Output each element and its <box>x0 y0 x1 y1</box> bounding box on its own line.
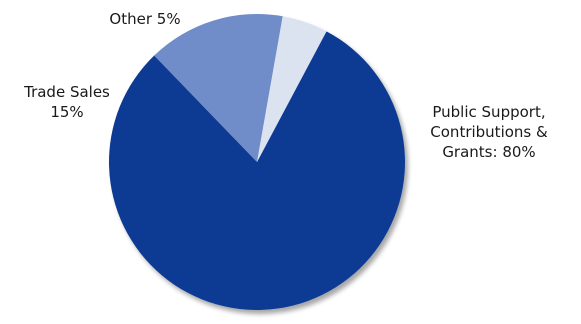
slice-other <box>257 16 327 162</box>
label-public-support-line: Public Support, <box>432 103 545 121</box>
pie-labels: Public Support, Contributions & Grants: 80… <box>23 10 548 161</box>
label-trade-sales-line: 15% <box>50 103 83 121</box>
label-trade-sales: Trade Sales 15% <box>23 83 110 121</box>
label-trade-sales-line: Trade Sales <box>23 83 110 101</box>
label-public-support-line: Contributions & <box>430 123 548 141</box>
label-other-line: Other 5% <box>109 10 180 28</box>
slice-public-support <box>109 31 406 310</box>
slice-trade-sales <box>154 14 283 163</box>
label-public-support-line: Grants: 80% <box>442 143 535 161</box>
label-other: Other 5% <box>109 10 180 28</box>
label-public-support: Public Support, Contributions & Grants: 80… <box>430 103 548 161</box>
pie-slices <box>109 14 406 310</box>
